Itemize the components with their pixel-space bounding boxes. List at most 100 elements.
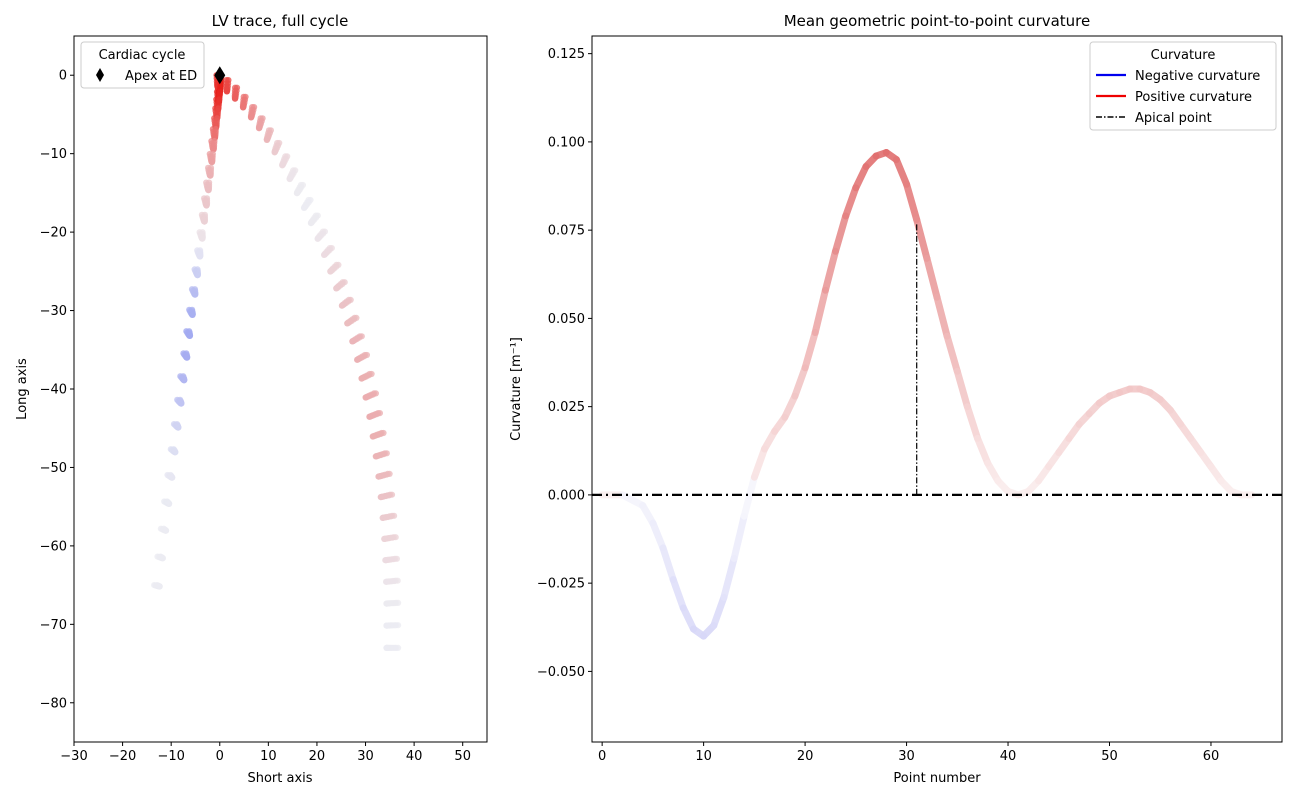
apex-marker xyxy=(214,66,226,85)
left-y-tick-label: −10 xyxy=(40,147,67,162)
trace-point xyxy=(390,534,397,541)
curvature-segment xyxy=(903,180,921,224)
trace-point xyxy=(393,644,400,652)
left-legend-diamond-marker xyxy=(96,68,104,82)
trace-point xyxy=(209,150,216,158)
right-y-tick-label: 0.125 xyxy=(548,47,585,62)
left-y-ticks: 0 −10 −20 −30 −40 −50 −60 −70 −80 xyxy=(40,69,74,711)
curvature-segment xyxy=(781,392,799,421)
right-x-tick-label: 10 xyxy=(695,749,712,764)
curvature-segment xyxy=(669,576,687,612)
left-y-tick-label: −20 xyxy=(40,226,67,241)
right-x-tick-label: 60 xyxy=(1203,749,1220,764)
trace-point xyxy=(216,88,224,95)
trace-point xyxy=(217,82,224,89)
trace-point xyxy=(157,553,164,560)
trace-point xyxy=(154,582,161,589)
right-y-tick-label: 0.100 xyxy=(548,135,585,150)
left-x-tick-label: −10 xyxy=(157,749,184,764)
right-legend: Curvature Negative curvature Positive cu… xyxy=(1089,41,1277,131)
left-x-tick-label: 30 xyxy=(357,749,374,764)
trace-point xyxy=(393,622,400,629)
left-legend-entry-apex: Apex at ED xyxy=(125,69,197,84)
right-y-tick-label: 0.000 xyxy=(548,488,585,503)
trace-point xyxy=(164,498,171,505)
curvature-segment xyxy=(963,403,982,442)
curvature-segment xyxy=(974,434,992,467)
trace-point xyxy=(339,279,346,286)
curvature-segment xyxy=(892,156,911,188)
curvature-segment xyxy=(659,544,677,584)
trace-point xyxy=(214,115,221,122)
right-y-tick-label: 0.050 xyxy=(548,312,585,327)
curvature-segment xyxy=(679,604,697,633)
trace-point xyxy=(173,421,181,428)
curvature-segment xyxy=(943,332,961,375)
curvature-segment xyxy=(791,364,809,400)
trace-point xyxy=(249,104,256,111)
trace-point xyxy=(387,491,394,498)
left-legend-box xyxy=(80,41,205,89)
left-y-tick-label: −40 xyxy=(40,383,67,398)
trace-point xyxy=(384,470,391,477)
trace-point xyxy=(351,314,358,321)
trace-point xyxy=(199,229,206,236)
trace-point xyxy=(240,93,247,100)
curvature-segment xyxy=(618,491,647,509)
trace-point xyxy=(206,179,213,186)
curvature-curve xyxy=(598,149,1256,640)
left-legend-title: Cardiac cycle xyxy=(99,48,186,63)
trace-point xyxy=(189,306,196,313)
left-x-tick-label: 50 xyxy=(454,749,471,764)
trace-point xyxy=(194,266,201,273)
curvature-segment xyxy=(811,286,829,336)
curvature-segment xyxy=(842,184,860,220)
trace-point xyxy=(305,196,312,204)
curvature-segment xyxy=(740,473,758,520)
right-legend-box xyxy=(1089,41,1277,131)
curvature-segment xyxy=(933,293,951,340)
trace-point xyxy=(191,286,198,293)
trace-point xyxy=(274,139,281,147)
trace-point xyxy=(366,370,373,378)
curvature-segment xyxy=(750,445,768,481)
right-plot-frame xyxy=(591,35,1283,743)
trace-point xyxy=(381,450,388,457)
trace-point xyxy=(374,410,382,417)
right-y-tick-label: −0.050 xyxy=(537,665,585,680)
legend-negative-label: Negative curvature xyxy=(1135,69,1260,84)
trace-point xyxy=(391,555,399,562)
right-panel-curvature: Mean geometric point-to-point curvature … xyxy=(509,12,1283,786)
right-legend-title: Curvature xyxy=(1151,48,1216,63)
trace-point xyxy=(389,512,396,519)
curvature-segment xyxy=(852,163,870,192)
trace-point xyxy=(167,471,174,479)
left-y-tick-label: −50 xyxy=(40,461,67,476)
trace-point xyxy=(201,211,208,218)
left-x-axis-label: Short axis xyxy=(247,771,312,786)
trace-point xyxy=(393,599,400,607)
trace-point xyxy=(392,577,399,584)
curvature-segment xyxy=(953,367,971,411)
curvature-segment xyxy=(832,212,850,255)
curvature-segment xyxy=(821,247,839,294)
left-y-tick-label: −80 xyxy=(40,696,67,711)
right-y-axis-label: Curvature [m⁻¹] xyxy=(509,337,524,441)
left-x-tick-label: 40 xyxy=(406,749,423,764)
right-y-ticks: 0.125 0.100 0.075 0.050 0.025 0.000 −0.025 −0.0… xyxy=(537,47,592,680)
trace-point xyxy=(197,247,204,254)
trace-point xyxy=(326,245,333,252)
curvature-segment xyxy=(730,512,748,562)
right-x-tick-label: 30 xyxy=(898,749,915,764)
right-x-tick-label: 50 xyxy=(1101,749,1118,764)
curvature-segment xyxy=(923,254,941,301)
trace-point xyxy=(215,105,222,112)
right-x-axis-label: Point number xyxy=(893,771,981,786)
left-y-tick-label: −60 xyxy=(40,539,67,554)
left-legend: Cardiac cycle Apex at ED xyxy=(80,41,205,89)
left-x-tick-label: 0 xyxy=(216,749,224,764)
right-y-tick-label: 0.025 xyxy=(548,400,585,415)
curvature-segment xyxy=(720,554,738,601)
right-x-tick-label: 40 xyxy=(1000,749,1017,764)
